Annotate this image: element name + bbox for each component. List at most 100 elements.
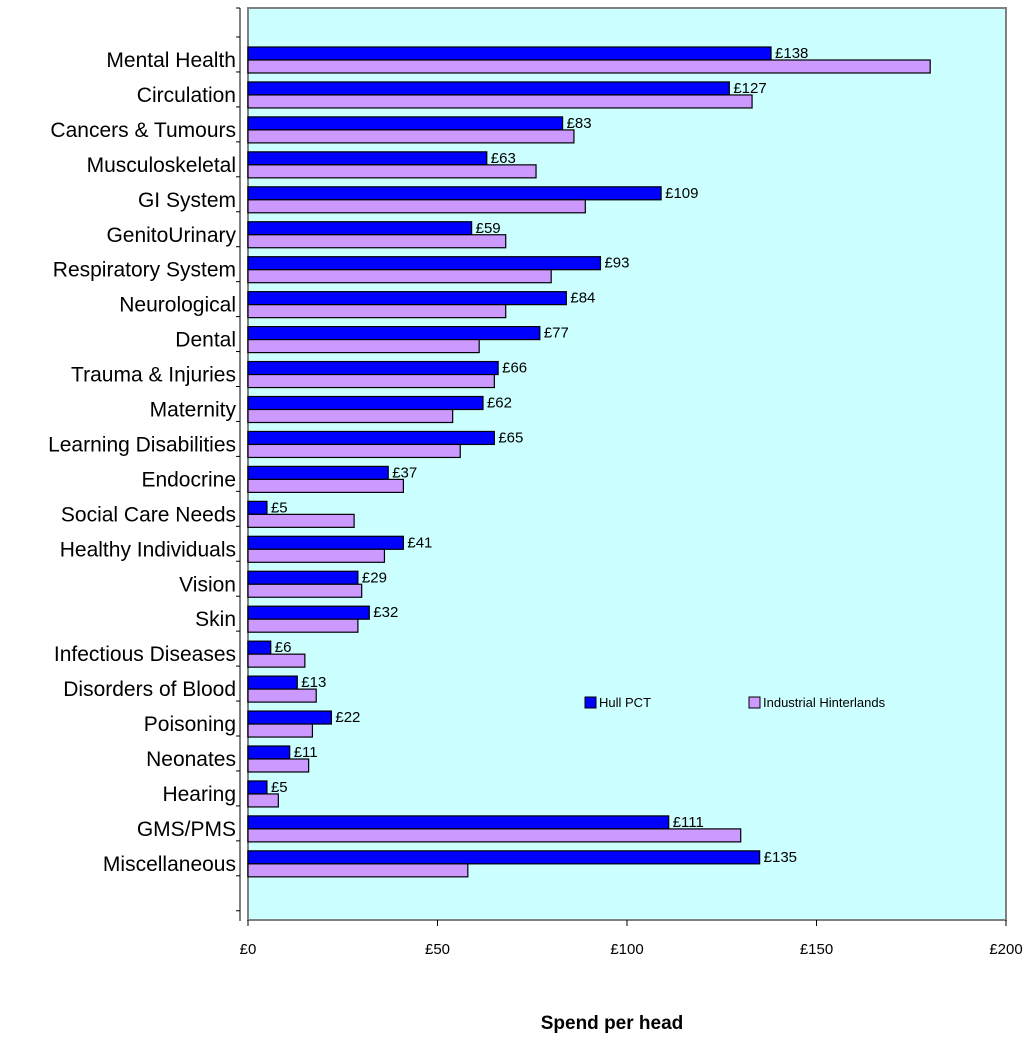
data-label-hull-pct-endocrine: £37 <box>392 464 417 481</box>
category-label-mental-health: Mental Health <box>106 49 236 72</box>
data-label-hull-pct-musculoskeletal: £63 <box>491 150 516 167</box>
category-label-maternity: Maternity <box>150 399 237 422</box>
bar-hull-pct-healthy-individuals <box>247 535 404 550</box>
category-label-cancers-tumours: Cancers & Tumours <box>50 119 236 142</box>
bar-industrial-hinterlands-neurological <box>247 304 507 319</box>
plot-area <box>247 7 1007 921</box>
data-label-hull-pct-gms-pms: £111 <box>673 814 704 831</box>
x-tick-label-200: £200 <box>989 941 1022 958</box>
data-label-hull-pct-gi-system: £109 <box>665 185 698 202</box>
bar-hull-pct-respiratory-system <box>247 256 602 271</box>
data-label-hull-pct-hearing: £5 <box>271 779 288 796</box>
data-label-hull-pct-genitourinary: £59 <box>476 220 501 237</box>
x-tick-label-100: £100 <box>610 941 643 958</box>
bar-industrial-hinterlands-vision <box>247 583 363 598</box>
data-label-hull-pct-neonates: £11 <box>294 744 318 761</box>
bar-hull-pct-infectious-diseases <box>247 640 272 655</box>
category-label-social-care-needs: Social Care Needs <box>61 503 236 526</box>
bar-hull-pct-trauma-injuries <box>247 360 499 376</box>
data-label-hull-pct-cancers-tumours: £83 <box>567 115 592 132</box>
legend-label-hull-pct: Hull PCT <box>599 695 651 710</box>
data-label-hull-pct-vision: £29 <box>362 569 387 586</box>
data-label-hull-pct-poisoning: £22 <box>335 709 360 726</box>
data-label-hull-pct-infectious-diseases: £6 <box>275 639 292 656</box>
bar-hull-pct-circulation <box>247 81 730 96</box>
category-label-neurological: Neurological <box>119 294 236 317</box>
bar-industrial-hinterlands-genitourinary <box>247 234 507 249</box>
data-labels: £138 £127 £83 £63 £109 £59 £93 £84 £77 £66 £62 £65 £… <box>271 45 808 866</box>
category-label-healthy-individuals: Healthy Individuals <box>60 538 236 561</box>
category-label-miscellaneous: Miscellaneous <box>103 853 236 876</box>
bar-industrial-hinterlands-mental-health <box>247 59 931 74</box>
data-label-hull-pct-healthy-individuals: £41 <box>407 534 432 551</box>
bar-industrial-hinterlands-dental <box>247 339 480 354</box>
bar-hull-pct-vision <box>247 570 359 585</box>
bar-hull-pct-poisoning <box>247 710 332 725</box>
data-label-hull-pct-neurological: £84 <box>570 290 595 307</box>
bar-hull-pct-learning-disabilities <box>247 430 495 446</box>
data-label-hull-pct-respiratory-system: £93 <box>604 255 629 272</box>
category-label-learning-disabilities: Learning Disabilities <box>48 433 236 456</box>
bar-industrial-hinterlands-respiratory-system <box>247 269 552 284</box>
bar-industrial-hinterlands-gi-system <box>247 199 586 214</box>
value-axis: £0 £50 £100 £150 £200 <box>240 920 1023 958</box>
bar-industrial-hinterlands-endocrine <box>247 478 404 493</box>
bar-industrial-hinterlands-maternity <box>247 408 454 424</box>
bar-industrial-hinterlands-skin <box>247 618 359 633</box>
bar-hull-pct-musculoskeletal <box>247 151 488 166</box>
bar-industrial-hinterlands-cancers-tumours <box>247 129 575 144</box>
bar-industrial-hinterlands-neonates <box>247 758 310 773</box>
bar-industrial-hinterlands-learning-disabilities <box>247 443 461 459</box>
data-label-hull-pct-skin: £32 <box>373 604 398 621</box>
category-label-skin: Skin <box>195 608 236 631</box>
bar-industrial-hinterlands-musculoskeletal <box>247 164 537 179</box>
category-label-trauma-injuries: Trauma & Injuries <box>71 364 236 387</box>
data-label-hull-pct-miscellaneous: £135 <box>764 849 797 866</box>
bar-industrial-hinterlands-disorders-of-blood <box>247 688 317 703</box>
data-label-hull-pct-learning-disabilities: £65 <box>498 429 523 446</box>
bar-hull-pct-cancers-tumours <box>247 116 564 131</box>
data-label-hull-pct-circulation: £127 <box>733 80 766 97</box>
category-label-infectious-diseases: Infectious Diseases <box>54 643 236 666</box>
bar-hull-pct-gi-system <box>247 186 662 201</box>
bar-hull-pct-genitourinary <box>247 221 473 236</box>
category-label-hearing: Hearing <box>162 783 236 806</box>
bar-hull-pct-maternity <box>247 395 484 411</box>
category-label-respiratory-system: Respiratory System <box>53 259 236 282</box>
bar-industrial-hinterlands-circulation <box>247 94 753 109</box>
bar-hull-pct-disorders-of-blood <box>247 675 298 690</box>
bar-hull-pct-neurological <box>247 291 567 306</box>
x-tick-label-0: £0 <box>240 941 257 958</box>
bar-hull-pct-endocrine <box>247 465 389 480</box>
category-label-circulation: Circulation <box>137 84 236 107</box>
bar-industrial-hinterlands-trauma-injuries <box>247 373 495 389</box>
bar-hull-pct-social-care-needs <box>247 500 268 515</box>
bar-hull-pct-miscellaneous <box>247 850 761 865</box>
data-label-hull-pct-dental: £77 <box>544 325 569 342</box>
bar-hull-pct-skin <box>247 605 370 620</box>
x-axis-title: Spend per head <box>541 1013 684 1034</box>
bar-industrial-hinterlands-hearing <box>247 793 279 808</box>
x-tick-label-150: £150 <box>800 941 833 958</box>
legend-swatch-hull-pct <box>584 696 597 709</box>
category-label-neonates: Neonates <box>146 748 236 771</box>
category-label-disorders-of-blood: Disorders of Blood <box>63 678 236 701</box>
data-label-hull-pct-trauma-injuries: £66 <box>502 360 527 377</box>
data-label-hull-pct-maternity: £62 <box>487 395 512 412</box>
data-label-hull-pct-disorders-of-blood: £13 <box>301 674 326 691</box>
data-label-hull-pct-mental-health: £138 <box>775 45 808 62</box>
bar-industrial-hinterlands-healthy-individuals <box>247 548 386 563</box>
legend: Hull PCT Industrial Hinterlands <box>584 695 886 710</box>
category-label-dental: Dental <box>175 329 236 352</box>
x-tick-label-50: £50 <box>425 941 450 958</box>
bar-series-group <box>247 46 931 878</box>
legend-swatch-industrial-hinterlands <box>748 696 761 709</box>
legend-label-industrial-hinterlands: Industrial Hinterlands <box>763 695 886 710</box>
bar-industrial-hinterlands-social-care-needs <box>247 513 355 528</box>
category-label-musculoskeletal: Musculoskeletal <box>87 154 236 177</box>
bar-industrial-hinterlands-poisoning <box>247 723 314 738</box>
category-label-endocrine: Endocrine <box>141 468 236 491</box>
bar-industrial-hinterlands-miscellaneous <box>247 863 469 878</box>
category-label-genitourinary: GenitoUrinary <box>106 224 236 247</box>
